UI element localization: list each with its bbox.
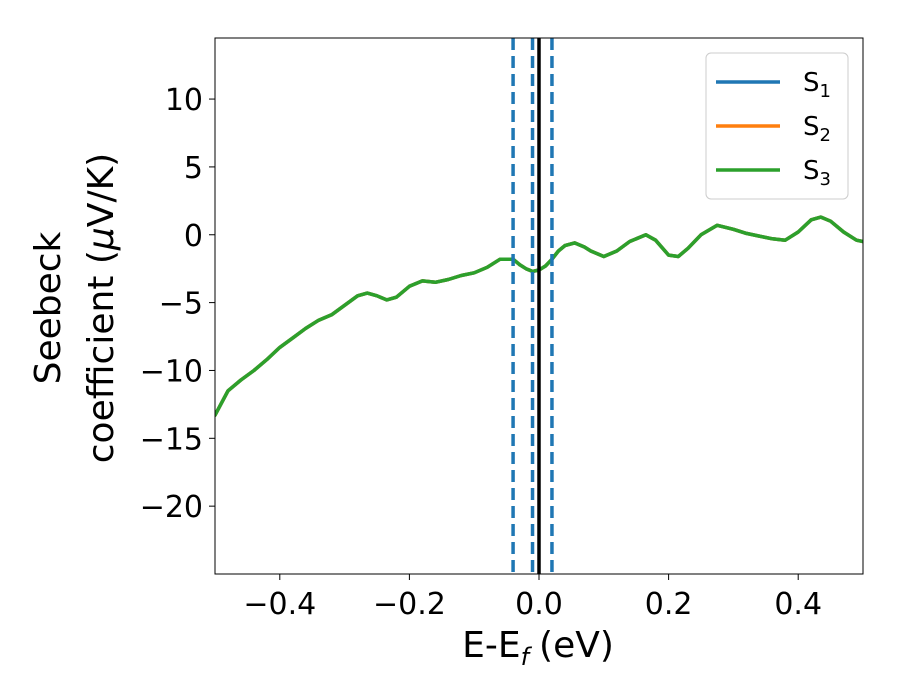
series-line-s3: [215, 215, 863, 417]
legend-label-s3: S3: [803, 156, 831, 190]
y-tick-label: −20: [140, 490, 203, 525]
y-axis-ticks: 10 5 0 −5 −10 −15 −20: [140, 83, 215, 525]
y-tick-label: 0: [184, 219, 203, 254]
x-tick-label: −0.4: [243, 587, 316, 622]
legend-label-s1: S1: [803, 68, 831, 102]
legend: S1 S2 S3: [705, 52, 849, 200]
y-axis-title-line2: coefficient (μV/K): [81, 153, 122, 463]
x-tick-label: −0.2: [373, 587, 446, 622]
y-axis-title-line1: Seebeck: [28, 231, 69, 384]
y-tick-label: 5: [184, 151, 203, 186]
x-tick-label: 0.0: [515, 587, 563, 622]
legend-label-s2: S2: [803, 112, 831, 146]
y-tick-label: −15: [140, 422, 203, 457]
x-tick-label: 0.2: [645, 587, 693, 622]
x-axis-ticks: −0.4 −0.2 0.0 0.2 0.4: [243, 574, 822, 622]
y-tick-label: 10: [165, 83, 203, 118]
y-tick-label: −10: [140, 354, 203, 389]
x-tick-label: 0.4: [774, 587, 822, 622]
y-tick-label: −5: [159, 287, 203, 322]
plot-area: [215, 38, 863, 574]
x-axis-title: E-Ef (eV): [462, 625, 614, 671]
y-axis-title: Seebeck coefficient (μV/K): [28, 153, 122, 463]
